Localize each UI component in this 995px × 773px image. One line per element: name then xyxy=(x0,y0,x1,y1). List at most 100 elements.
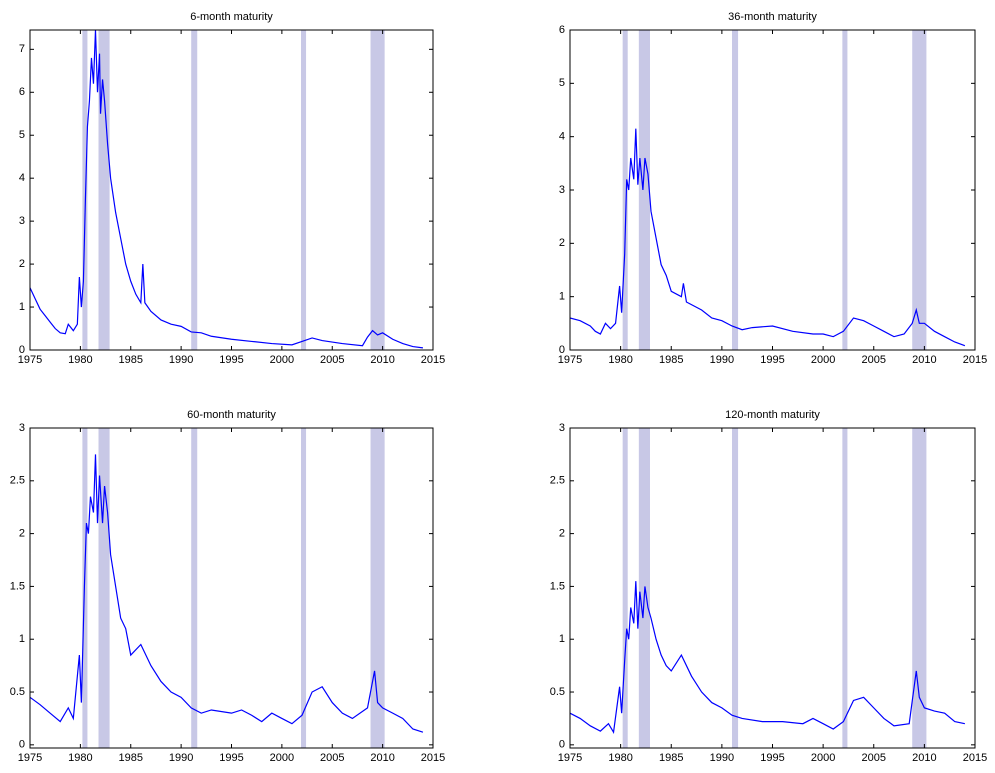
x-tick-label: 2005 xyxy=(862,752,886,764)
recession-band xyxy=(370,30,385,350)
x-tick-label: 1985 xyxy=(119,752,143,764)
recession-band xyxy=(301,428,307,748)
subplot: 36-month maturity 1975 1980 1985 1990 1995 200… xyxy=(558,11,987,366)
x-tick-label: 1990 xyxy=(710,752,734,764)
x-tick-label: 2010 xyxy=(370,752,394,764)
y-tick-label: 5 xyxy=(559,77,565,89)
y-tick-label: 6 xyxy=(19,86,25,98)
x-tick-label: 1990 xyxy=(169,752,193,764)
recession-band xyxy=(912,428,927,748)
recession-band xyxy=(842,30,848,350)
plot-content xyxy=(570,428,966,748)
x-tick-label: 2005 xyxy=(320,354,344,366)
x-tick-label: 2015 xyxy=(963,354,987,366)
x-tick-label: 1990 xyxy=(710,354,734,366)
recession-band xyxy=(732,30,739,350)
x-tick-label: 2000 xyxy=(270,752,294,764)
x-tick-label: 1985 xyxy=(119,354,143,366)
y-tick-label: 2.5 xyxy=(550,475,565,487)
y-tick-label: 0 xyxy=(19,739,25,751)
y-tick-label: 2 xyxy=(19,258,25,270)
recession-band xyxy=(191,30,198,350)
subplot-title: 60-month maturity xyxy=(187,409,276,421)
y-tick-label: 0.5 xyxy=(10,686,25,698)
y-tick-label: 3 xyxy=(559,422,565,434)
y-tick-label: 1 xyxy=(559,633,565,645)
x-tick-label: 1995 xyxy=(760,752,784,764)
x-tick-label: 2000 xyxy=(270,354,294,366)
y-tick-label: 3 xyxy=(19,422,25,434)
y-tick-label: 1.5 xyxy=(10,580,25,592)
x-tick-label: 2015 xyxy=(963,752,987,764)
x-tick-label: 1990 xyxy=(169,354,193,366)
recession-band xyxy=(301,30,307,350)
plot-area xyxy=(570,30,975,350)
recession-band xyxy=(98,428,110,748)
y-tick-label: 1 xyxy=(19,301,25,313)
x-tick-label: 1995 xyxy=(219,354,243,366)
recession-band xyxy=(732,428,739,748)
y-tick-label: 0 xyxy=(559,344,565,356)
plot-area xyxy=(30,428,433,748)
x-tick-label: 2000 xyxy=(811,354,835,366)
x-tick-label: 1975 xyxy=(558,752,582,764)
y-tick-label: 3 xyxy=(19,215,25,227)
recession-band xyxy=(98,30,110,350)
recession-band xyxy=(622,428,628,748)
data-line xyxy=(570,581,966,734)
recession-band xyxy=(912,30,927,350)
subplot-title: 120-month maturity xyxy=(725,409,820,421)
plot-content xyxy=(30,30,424,350)
x-tick-label: 2010 xyxy=(912,354,936,366)
plot-area xyxy=(570,428,975,748)
plot-content xyxy=(30,428,424,748)
x-tick-label: 1975 xyxy=(18,752,42,764)
x-tick-label: 1975 xyxy=(18,354,42,366)
y-tick-label: 3 xyxy=(559,184,565,196)
y-tick-label: 2 xyxy=(559,237,565,249)
y-tick-label: 1.5 xyxy=(550,580,565,592)
x-tick-label: 2015 xyxy=(421,752,445,764)
recession-band xyxy=(82,30,88,350)
x-tick-label: 2010 xyxy=(912,752,936,764)
y-tick-label: 6 xyxy=(559,24,565,36)
x-tick-label: 2015 xyxy=(421,354,445,366)
recession-band xyxy=(638,30,650,350)
y-tick-label: 2 xyxy=(559,528,565,540)
y-tick-label: 0 xyxy=(19,344,25,356)
x-tick-label: 1985 xyxy=(659,752,683,764)
y-tick-label: 0 xyxy=(559,739,565,751)
recession-band xyxy=(370,428,385,748)
x-tick-label: 1995 xyxy=(219,752,243,764)
x-tick-label: 1980 xyxy=(68,752,92,764)
recession-band xyxy=(622,30,628,350)
y-tick-label: 2 xyxy=(19,528,25,540)
data-line xyxy=(30,454,424,733)
recession-band xyxy=(191,428,198,748)
x-tick-label: 2010 xyxy=(370,354,394,366)
x-tick-label: 1995 xyxy=(760,354,784,366)
y-tick-label: 7 xyxy=(19,43,25,55)
y-tick-label: 4 xyxy=(559,131,565,143)
subplot-title: 6-month maturity xyxy=(190,11,273,23)
subplot-title: 36-month maturity xyxy=(728,11,817,23)
x-tick-label: 2005 xyxy=(862,354,886,366)
y-tick-label: 1 xyxy=(559,291,565,303)
x-tick-label: 1980 xyxy=(68,354,92,366)
plot-content xyxy=(570,30,966,350)
data-line xyxy=(570,128,966,347)
y-tick-label: 2.5 xyxy=(10,475,25,487)
subplot: 6-month maturity 1975 1980 1985 1990 1995 2000… xyxy=(18,11,445,366)
y-tick-label: 4 xyxy=(19,172,25,184)
y-tick-label: 1 xyxy=(19,633,25,645)
y-tick-label: 5 xyxy=(19,129,25,141)
data-line xyxy=(30,30,424,349)
x-tick-label: 2005 xyxy=(320,752,344,764)
x-tick-label: 1985 xyxy=(659,354,683,366)
y-tick-label: 0.5 xyxy=(550,686,565,698)
x-tick-label: 2000 xyxy=(811,752,835,764)
